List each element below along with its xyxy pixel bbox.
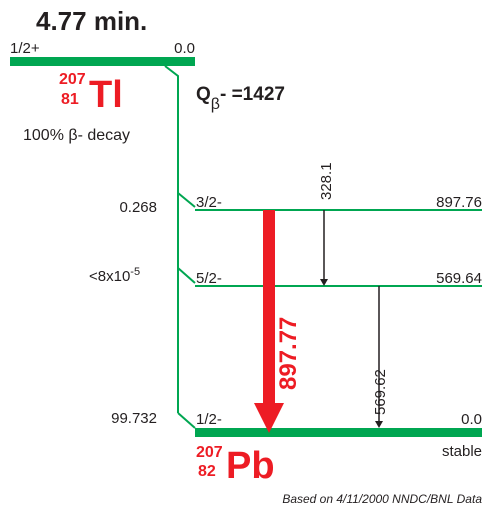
level-569-energy: 569.64 bbox=[436, 270, 482, 287]
parent-mass-number: 207 bbox=[59, 71, 86, 88]
gamma-328-label: 328.1 bbox=[318, 162, 335, 200]
q-value-subscript: β bbox=[211, 96, 220, 113]
beta-branch-to-897 bbox=[177, 192, 196, 208]
branch-intensity-897: 0.268 bbox=[119, 199, 157, 216]
daughter-mass-number: 207 bbox=[196, 444, 223, 461]
branch-intensity-569-exponent: -5 bbox=[130, 266, 140, 278]
data-source-footnote: Based on 4/11/2000 NNDC/BNL Data bbox=[282, 492, 482, 506]
gamma-897-arrow-shaft bbox=[263, 210, 275, 404]
beta-branch-to-569 bbox=[177, 267, 196, 284]
ground-level-spin: 1/2- bbox=[196, 411, 222, 428]
daughter-atomic-number: 82 bbox=[198, 463, 216, 480]
gamma-897-arrow-head bbox=[254, 403, 284, 433]
parent-symbol: Tl bbox=[89, 74, 123, 116]
parent-atomic-number: 81 bbox=[61, 91, 79, 108]
branch-intensity-ground: 99.732 bbox=[111, 410, 157, 427]
level-897-energy: 897.76 bbox=[436, 194, 482, 211]
parent-spin: 1/2+ bbox=[10, 40, 40, 57]
q-value: Qβ- =1427 bbox=[196, 84, 285, 113]
level-569-spin: 5/2- bbox=[196, 270, 222, 287]
gamma-569-arrow-head bbox=[375, 421, 383, 428]
gamma-569-label: 569.62 bbox=[372, 369, 389, 415]
parent-energy: 0.0 bbox=[174, 40, 195, 57]
branch-intensity-569: <8x10-5 bbox=[89, 266, 140, 285]
level-897-spin: 3/2- bbox=[196, 194, 222, 211]
gamma-328-arrow-head bbox=[320, 279, 328, 286]
ground-level-status: stable bbox=[442, 443, 482, 460]
parent-level-line bbox=[10, 57, 195, 66]
gamma-897-label: 897.77 bbox=[275, 317, 302, 390]
decay-mode-text: 100% β- decay bbox=[23, 127, 130, 144]
beta-decay-trunk bbox=[164, 65, 179, 413]
parent-half-life: 4.77 min. bbox=[36, 6, 147, 36]
daughter-symbol: Pb bbox=[226, 445, 275, 487]
beta-branch-to-ground bbox=[177, 412, 196, 429]
ground-level-line bbox=[195, 428, 482, 437]
ground-level-energy: 0.0 bbox=[461, 411, 482, 428]
